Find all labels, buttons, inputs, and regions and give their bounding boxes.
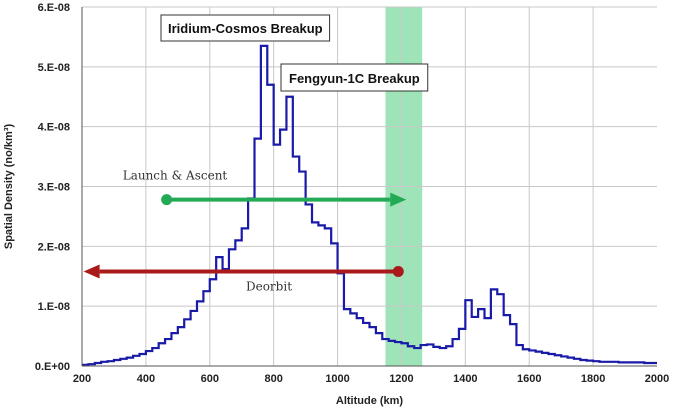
x-tick-label: 1000 — [325, 373, 349, 385]
arrow-start-dot — [392, 265, 404, 277]
x-tick-label: 400 — [137, 373, 155, 385]
y-tick-label: 6.E-08 — [38, 2, 70, 14]
y-tick-label: 2.E-08 — [38, 241, 70, 253]
fengyun-annotation: Fengyun-1C Breakup — [280, 63, 429, 92]
arrow-start-dot — [161, 194, 173, 206]
x-axis-ticks: 200 400 600 800 1000 1200 1400 1600 1800 2000 — [73, 373, 669, 385]
iridium-label: Iridium-Cosmos Breakup — [168, 21, 323, 36]
y-tick-label: 3.E-08 — [38, 182, 70, 194]
plot-frame — [81, 7, 657, 367]
iridium-label-box — [160, 14, 331, 42]
x-tick-label: 1600 — [517, 373, 541, 385]
y-axis-ticks: 0.E+00 1.E-08 2.E-08 3.E-08 4.E-08 5.E-08 6.E-… — [35, 2, 70, 373]
y-tick-label: 4.E-08 — [38, 122, 70, 134]
x-tick-label: 200 — [73, 373, 91, 385]
x-tick-label: 600 — [201, 373, 219, 385]
x-tick-label: 1200 — [389, 373, 413, 385]
launch-ascent-arrow — [161, 192, 407, 207]
x-tick-label: 1400 — [453, 373, 477, 385]
x-tick-label: 1800 — [581, 373, 605, 385]
gridlines — [82, 6, 657, 366]
x-tick-label: 800 — [264, 373, 282, 385]
x-axis-label: Altitude (km) — [336, 395, 404, 407]
arrow-head — [390, 192, 407, 207]
fengyun-label-box — [280, 63, 429, 92]
x-tick-label: 2000 — [645, 373, 669, 385]
iridium-annotation: Iridium-Cosmos Breakup — [160, 14, 331, 42]
y-tick-label: 5.E-08 — [38, 62, 70, 74]
fengyun-label: Fengyun-1C Breakup — [289, 71, 420, 86]
y-tick-label: 0.E+00 — [35, 361, 70, 373]
arrow-head — [83, 264, 100, 279]
launch-ascent-label: Launch & Ascent — [123, 169, 228, 183]
deorbit-arrow — [83, 264, 404, 279]
deorbit-label: Deorbit — [246, 279, 292, 293]
y-axis-label: Spatial Density (no/km³) — [3, 124, 15, 250]
y-tick-label: 1.E-08 — [38, 301, 70, 313]
density-series-line — [82, 44, 657, 366]
